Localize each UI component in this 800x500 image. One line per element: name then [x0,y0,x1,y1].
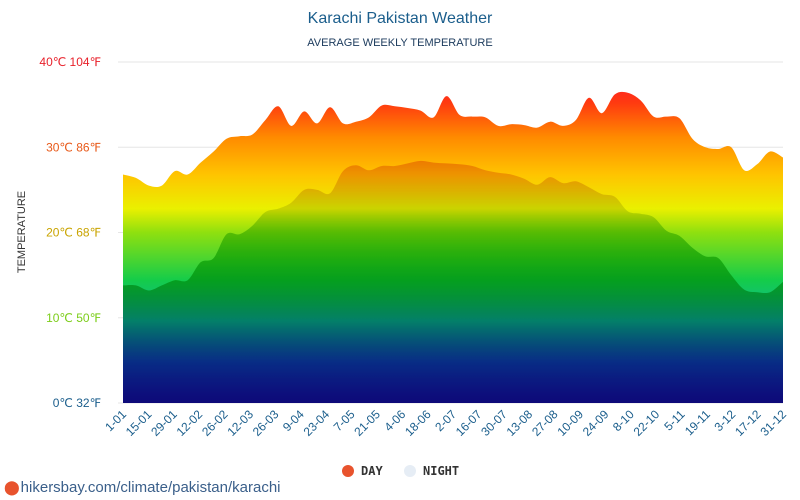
x-tick-label: 30-07 [478,407,510,439]
chart-title: Karachi Pakistan Weather [308,10,493,27]
x-tick-label: 18-06 [402,407,434,439]
y-axis-ticks: 0℃ 32℉ 10℃ 50℉ 20℃ 68℉ 30℃ 86℉ 40℃ 104℉ [39,55,101,410]
x-tick-label: 19-11 [682,407,713,438]
legend-item-day[interactable]: DAY [342,464,383,478]
x-tick-label: 10-09 [554,407,586,439]
x-tick-label: 23-04 [301,407,333,439]
x-tick-label: 24-09 [580,407,612,439]
y-tick-label: 10℃ 50℉ [46,311,101,325]
x-tick-label: 17-12 [732,407,764,439]
x-tick-label: 15-01 [123,407,155,439]
y-axis-label: TEMPERATURE [16,191,28,273]
legend: DAY NIGHT [342,464,459,478]
x-tick-label: 13-08 [504,407,536,439]
y-tick-label: 40℃ 104℉ [39,55,101,69]
plot-areas [123,91,783,404]
legend-day-label: DAY [361,464,383,478]
x-tick-label: 27-08 [529,407,561,439]
legend-item-night[interactable]: NIGHT [404,464,459,478]
x-axis-ticks: 1-0115-0129-0112-0226-0212-0326-039-0423… [102,407,789,439]
x-tick-label: 31-12 [758,407,790,439]
x-tick-label: 12-03 [224,407,256,439]
x-tick-label: 12-02 [174,407,206,439]
x-tick-label: 26-02 [199,407,231,439]
x-tick-label: 26-03 [250,407,282,439]
night-temperature-area [123,160,783,403]
y-tick-label: 30℃ 86℉ [46,140,101,154]
source-text: hikersbay.com/climate/pakistan/karachi [20,479,281,496]
night-shade-overlay [123,160,783,403]
x-tick-label: 21-05 [351,407,383,439]
source-link[interactable]: ⬤hikersbay.com/climate/pakistan/karachi [4,479,281,496]
x-tick-label: 29-01 [148,407,180,439]
legend-night-label: NIGHT [423,464,459,478]
x-tick-label: 16-07 [453,407,485,439]
y-tick-label: 0℃ 32℉ [53,396,101,410]
legend-day-marker [342,465,354,477]
y-tick-label: 20℃ 68℉ [46,226,101,240]
chart-subtitle: AVERAGE WEEKLY TEMPERATURE [307,37,492,49]
x-tick-label: 22-10 [631,407,663,439]
legend-night-marker [404,465,416,477]
location-pin-icon: ⬤ [4,479,20,495]
